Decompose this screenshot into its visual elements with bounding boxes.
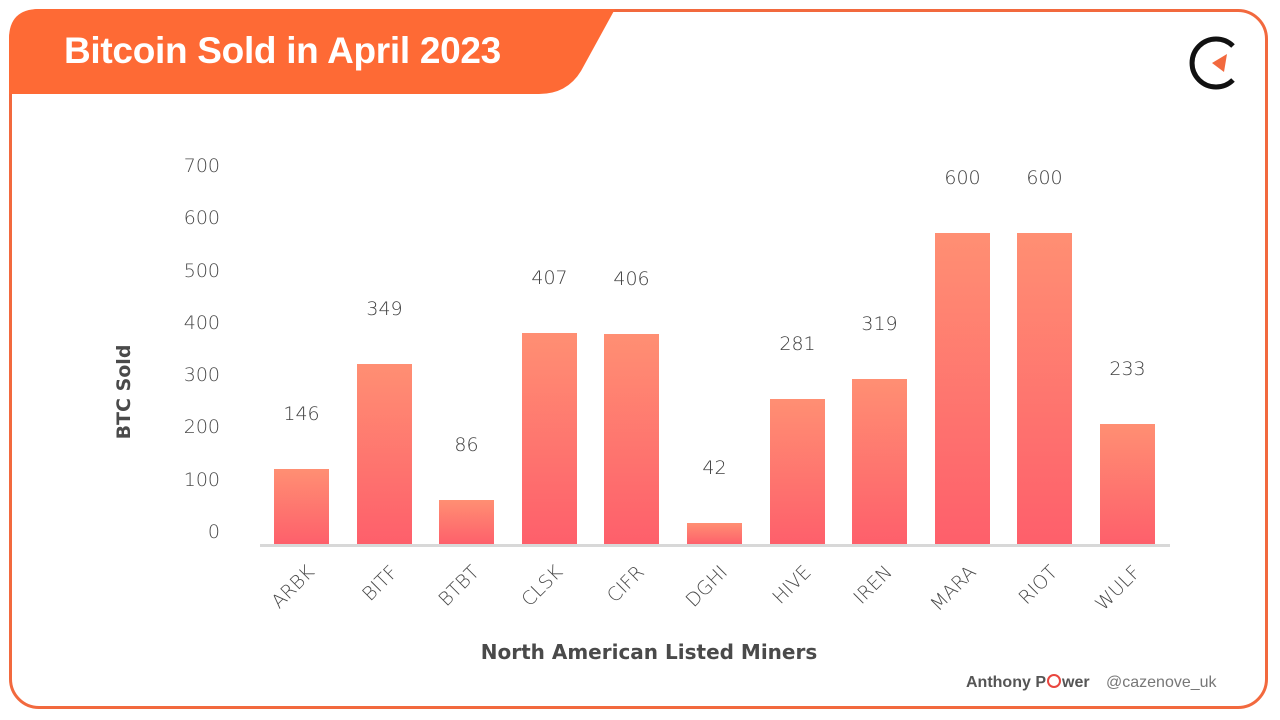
power-o-icon	[1047, 674, 1061, 688]
author-name-start: Anthony P	[966, 674, 1046, 691]
bar-mara	[935, 233, 990, 545]
y-tick-label: 300	[183, 364, 220, 387]
bar-iren	[852, 379, 907, 545]
chart-frame	[9, 9, 1268, 709]
y-axis-label: BTC Sold	[113, 344, 135, 440]
bar-value-label: 600	[944, 167, 981, 189]
bar-value-label: 349	[366, 298, 403, 320]
y-tick-label: 100	[183, 468, 220, 491]
bar-value-label: 281	[779, 333, 816, 355]
x-axis-label: North American Listed Miners	[480, 640, 818, 664]
title-banner	[9, 9, 615, 94]
chart-title: Bitcoin Sold in April 2023	[64, 30, 501, 71]
bar-value-label: 319	[861, 313, 898, 335]
y-tick-label: 700	[183, 154, 220, 177]
bar-cifr	[604, 334, 659, 545]
y-tick-label: 500	[183, 259, 220, 282]
author-credit: Anthony P wer	[966, 674, 1090, 692]
twitter-handle: @cazenove_uk	[1106, 674, 1217, 691]
bar-value-label: 407	[531, 267, 568, 289]
bar-bitf	[357, 364, 412, 545]
bar-dghi	[687, 523, 742, 545]
bar-hive	[770, 399, 825, 545]
cazenove-logo-icon	[1189, 36, 1235, 90]
bar-btbt	[439, 500, 494, 545]
x-axis-line	[260, 544, 1170, 547]
bar-value-label: 146	[283, 403, 320, 425]
y-tick-label: 200	[183, 416, 220, 439]
y-tick-label: 400	[183, 311, 220, 334]
bar-value-label: 406	[613, 268, 650, 290]
bar-riot	[1017, 233, 1072, 545]
bar-arbk	[274, 469, 329, 545]
bar-value-label: 600	[1026, 167, 1063, 189]
bar-clsk	[522, 333, 577, 545]
y-tick-label: 600	[183, 207, 220, 230]
bar-value-label: 42	[702, 457, 727, 479]
y-tick-label: 0	[207, 521, 220, 543]
bar-value-label: 233	[1109, 358, 1146, 380]
bar-wulf	[1100, 424, 1155, 545]
bar-value-label: 86	[454, 434, 479, 456]
author-name-end: wer	[1062, 674, 1090, 691]
